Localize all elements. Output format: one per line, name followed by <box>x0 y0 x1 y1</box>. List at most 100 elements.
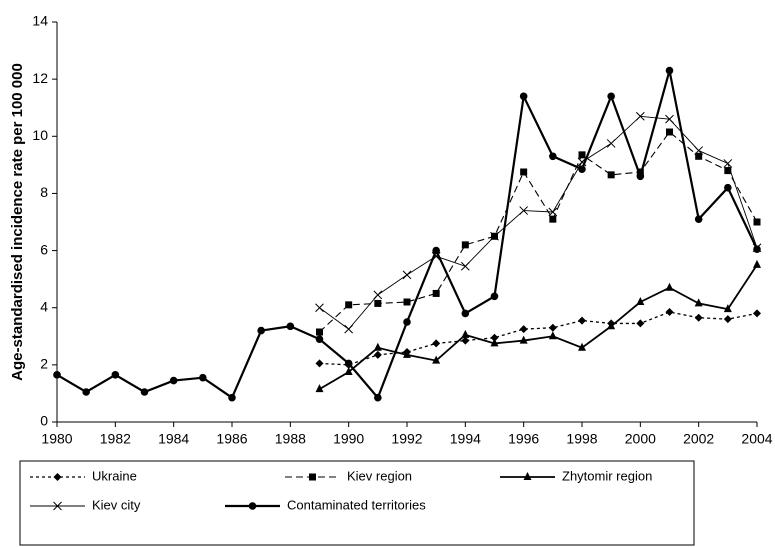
marker <box>665 282 674 291</box>
legend-item: Kiev region <box>285 468 412 483</box>
x-tick-label: 2004 <box>741 431 772 447</box>
marker <box>432 339 441 348</box>
marker <box>753 309 761 318</box>
marker <box>248 502 257 510</box>
marker <box>548 323 557 332</box>
marker <box>520 168 528 176</box>
marker <box>490 292 499 301</box>
marker <box>607 321 616 330</box>
legend-label: Ukraine <box>92 468 137 483</box>
marker <box>548 207 558 217</box>
x-tick-label: 1992 <box>391 431 422 447</box>
x-tick-label: 1998 <box>566 431 597 447</box>
marker <box>403 298 411 306</box>
marker <box>606 139 616 148</box>
marker <box>549 215 557 223</box>
marker <box>723 315 732 324</box>
marker <box>315 303 324 313</box>
marker <box>344 324 354 334</box>
marker <box>665 114 674 124</box>
marker <box>636 168 644 176</box>
marker <box>315 335 324 343</box>
marker <box>636 319 645 328</box>
x-tick-label: 1990 <box>333 431 364 447</box>
marker <box>432 355 441 364</box>
y-tick-label: 14 <box>32 13 48 29</box>
marker <box>519 206 529 215</box>
marker <box>753 259 761 268</box>
marker <box>549 152 557 161</box>
marker <box>519 335 528 344</box>
marker <box>694 146 704 155</box>
legend-label: Zhytomir region <box>562 468 652 483</box>
marker <box>635 111 645 121</box>
marker <box>315 384 324 393</box>
marker <box>373 290 383 300</box>
marker <box>140 388 149 396</box>
x-tick-label: 1982 <box>100 431 131 447</box>
marker <box>665 66 674 75</box>
marker <box>257 326 265 335</box>
y-tick-label: 0 <box>40 413 48 429</box>
marker <box>490 338 499 347</box>
series-line <box>319 115 758 330</box>
marker <box>461 329 470 338</box>
marker <box>53 473 62 481</box>
marker <box>315 359 324 368</box>
y-tick-label: 12 <box>32 70 48 86</box>
x-tick-label: 1994 <box>450 431 481 447</box>
marker <box>636 172 645 181</box>
marker <box>461 309 470 318</box>
marker <box>753 218 761 226</box>
marker <box>694 215 703 223</box>
marker <box>461 241 469 249</box>
y-axis-label: Age-standardised incidence rate per 100 … <box>9 63 26 381</box>
marker <box>607 171 615 179</box>
marker <box>519 325 528 334</box>
legend-item: Contaminated territories <box>225 497 426 512</box>
marker <box>373 342 382 351</box>
series-line <box>319 264 758 390</box>
marker <box>578 151 586 159</box>
y-tick-label: 10 <box>32 127 48 143</box>
marker <box>490 333 499 342</box>
marker <box>111 371 120 379</box>
marker <box>723 159 733 168</box>
legend-item: Zhytomir region <box>500 468 652 483</box>
marker <box>169 376 178 385</box>
marker <box>694 313 703 322</box>
marker <box>374 393 382 402</box>
marker <box>519 92 528 101</box>
marker <box>490 231 499 241</box>
marker <box>286 322 295 331</box>
marker <box>578 165 586 173</box>
marker <box>523 472 532 480</box>
marker <box>548 331 557 340</box>
legend-label: Kiev region <box>347 468 412 483</box>
x-tick-label: 1986 <box>216 431 247 447</box>
y-tick-label: 8 <box>40 184 48 200</box>
y-tick-label: 6 <box>40 241 48 257</box>
legend-box <box>19 460 695 546</box>
x-tick-label: 2002 <box>683 431 714 447</box>
marker <box>403 349 411 358</box>
legend-item: Kiev city <box>30 497 141 512</box>
marker <box>309 473 316 481</box>
marker <box>723 304 732 313</box>
y-tick-label: 4 <box>40 298 48 314</box>
legend: Ukraine Kiev region Zhytomir region Kiev ci… <box>30 468 652 512</box>
x-tick-label: 1988 <box>275 431 306 447</box>
marker <box>666 128 673 136</box>
x-tick-label: 1996 <box>508 431 539 447</box>
marker <box>461 336 470 345</box>
marker <box>344 359 353 368</box>
marker <box>695 152 703 160</box>
series-line <box>319 131 758 333</box>
legend-label: Kiev city <box>92 497 141 512</box>
marker <box>578 342 586 351</box>
marker <box>636 297 645 305</box>
marker <box>228 393 236 402</box>
marker <box>724 167 732 175</box>
x-tick-label: 1984 <box>158 431 189 447</box>
marker <box>578 316 586 325</box>
